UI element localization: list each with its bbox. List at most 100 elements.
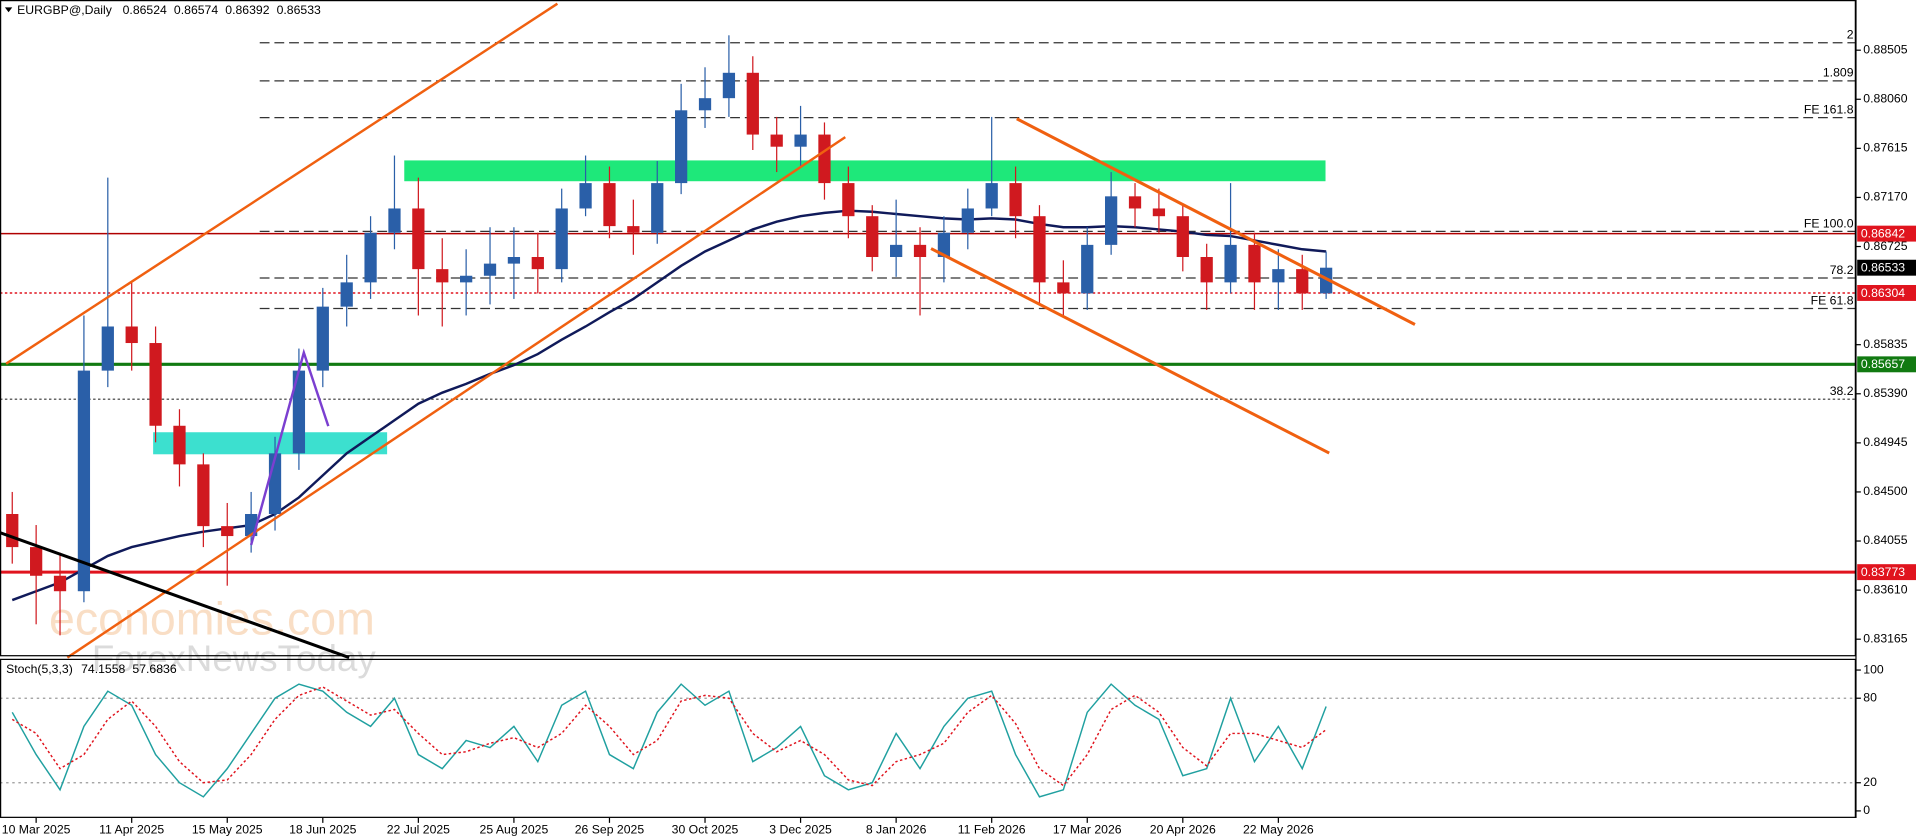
- candle-body: [818, 134, 831, 184]
- x-tick-label: 20 Apr 2026: [1150, 822, 1216, 836]
- candle-body: [1200, 257, 1213, 283]
- candle-body: [603, 183, 616, 227]
- candle-body: [388, 208, 401, 233]
- price-badge: [1857, 285, 1916, 301]
- stoch-tick-label: 100: [1863, 662, 1884, 676]
- candle-body: [101, 326, 114, 371]
- x-tick-label: 3 Dec 2025: [769, 822, 832, 836]
- candle-body: [746, 72, 759, 135]
- candle-body: [268, 453, 282, 515]
- candle-body: [436, 269, 449, 283]
- candle-body: [985, 183, 998, 209]
- price-badge-label: 0.86842: [1861, 226, 1905, 240]
- price-badge-label: 0.86533: [1861, 261, 1905, 275]
- open-value: 0.86524: [123, 3, 167, 17]
- stoch-signal-value: 57.6836: [132, 662, 176, 676]
- candle-body: [1057, 282, 1070, 294]
- x-tick-label: 11 Feb 2026: [958, 822, 1026, 836]
- plot-area: 2 1.809 FE 161.8 FE 100.0 78.2 FE 61.8 38.2: [0, 28, 1856, 798]
- x-tick-label: 17 Mar 2026: [1053, 822, 1122, 836]
- candle-body: [627, 226, 640, 233]
- y-tick-label: 0.83165: [1863, 631, 1907, 645]
- candle-body: [125, 326, 138, 344]
- stoch-tick-label: 80: [1863, 690, 1877, 704]
- symbol: EURGBP@,Daily: [17, 3, 113, 17]
- trend-line: [0, 531, 350, 659]
- fib-label: 1.809: [1823, 66, 1854, 80]
- candle-body: [1176, 216, 1189, 258]
- y-tick-label: 0.84055: [1863, 533, 1907, 547]
- candle-body: [555, 208, 568, 270]
- price-badge-label: 0.83773: [1861, 565, 1905, 579]
- candle-body: [53, 575, 67, 592]
- candle-body: [77, 370, 91, 592]
- candle-body: [842, 183, 855, 217]
- candle-body: [149, 343, 162, 426]
- stoch-main: [11, 683, 1327, 798]
- candle-body: [6, 514, 19, 548]
- candle-body: [770, 134, 783, 147]
- stoch-frame: [0, 658, 1856, 818]
- candle-body: [1128, 196, 1142, 209]
- stoch-title: Stoch(5,3,3): [6, 662, 73, 676]
- y-tick-label: 0.88505: [1863, 42, 1907, 56]
- axis-layer: 0.88505 0.88060 0.87615 0.87170 0.86725 0.858…: [2, 42, 1916, 836]
- x-tick-label: 15 May 2025: [192, 822, 263, 836]
- candle-body: [197, 464, 210, 527]
- drawings: [0, 2, 1416, 659]
- high-value: 0.86574: [174, 3, 218, 17]
- x-tick-label: 26 Sep 2025: [575, 822, 645, 836]
- low-value: 0.86392: [225, 3, 269, 17]
- stoch-header: Stoch(5,3,3) 74.1558 57.6836: [6, 662, 177, 676]
- candle-body: [937, 232, 951, 258]
- x-tick-label: 18 Jun 2025: [289, 822, 357, 836]
- candle-body: [1009, 183, 1022, 217]
- candle-body: [221, 526, 234, 537]
- y-tick-label: 0.83610: [1863, 582, 1907, 596]
- candle-body: [1033, 216, 1046, 283]
- trend-line: [930, 247, 1330, 455]
- y-tick-label: 0.88060: [1863, 92, 1907, 106]
- main-frame: [0, 0, 1856, 657]
- candle-body: [1320, 267, 1333, 294]
- candle-body: [340, 282, 353, 307]
- price-badge-label: 0.86304: [1861, 286, 1905, 300]
- candle-body: [1248, 244, 1261, 283]
- header-icon: [4, 7, 13, 13]
- stoch-tick-label: 20: [1863, 775, 1877, 789]
- stoch-tick-label: 0: [1863, 803, 1870, 817]
- candle-body: [364, 232, 377, 283]
- candle-body: [507, 257, 521, 264]
- price-badge: [1857, 564, 1916, 581]
- x-tick-label: 11 Apr 2025: [99, 822, 164, 836]
- candle-body: [961, 208, 974, 233]
- y-tick-label: 0.85835: [1863, 337, 1907, 351]
- candle-body: [579, 183, 592, 209]
- candle-body: [1272, 269, 1285, 283]
- candle-body: [698, 98, 712, 111]
- price-badge-label: 0.85657: [1861, 357, 1905, 371]
- candle-body: [1224, 244, 1237, 283]
- x-tick-label: 22 Jul 2025: [387, 822, 450, 836]
- candle-body: [651, 183, 664, 233]
- header: EURGBP@,Daily 0.86524 0.86574 0.86392 0.…: [17, 3, 321, 17]
- candle-body: [460, 275, 473, 283]
- candle-body: [483, 263, 497, 276]
- candle-body: [30, 547, 43, 576]
- candle-body: [722, 72, 736, 99]
- y-tick-label: 0.86725: [1863, 239, 1907, 253]
- candle-body: [794, 134, 807, 147]
- candle-body: [890, 244, 903, 258]
- trend-line: [66, 136, 846, 659]
- x-tick-label: 10 Mar 2025: [2, 822, 71, 836]
- pattern-line: [249, 348, 330, 546]
- y-tick-label: 0.87615: [1863, 141, 1907, 155]
- close-value: 0.86533: [277, 3, 321, 17]
- price-badge: [1857, 225, 1916, 242]
- x-tick-label: 30 Oct 2025: [672, 822, 739, 836]
- x-tick-label: 8 Jan 2026: [866, 822, 927, 836]
- candle-body: [316, 306, 329, 371]
